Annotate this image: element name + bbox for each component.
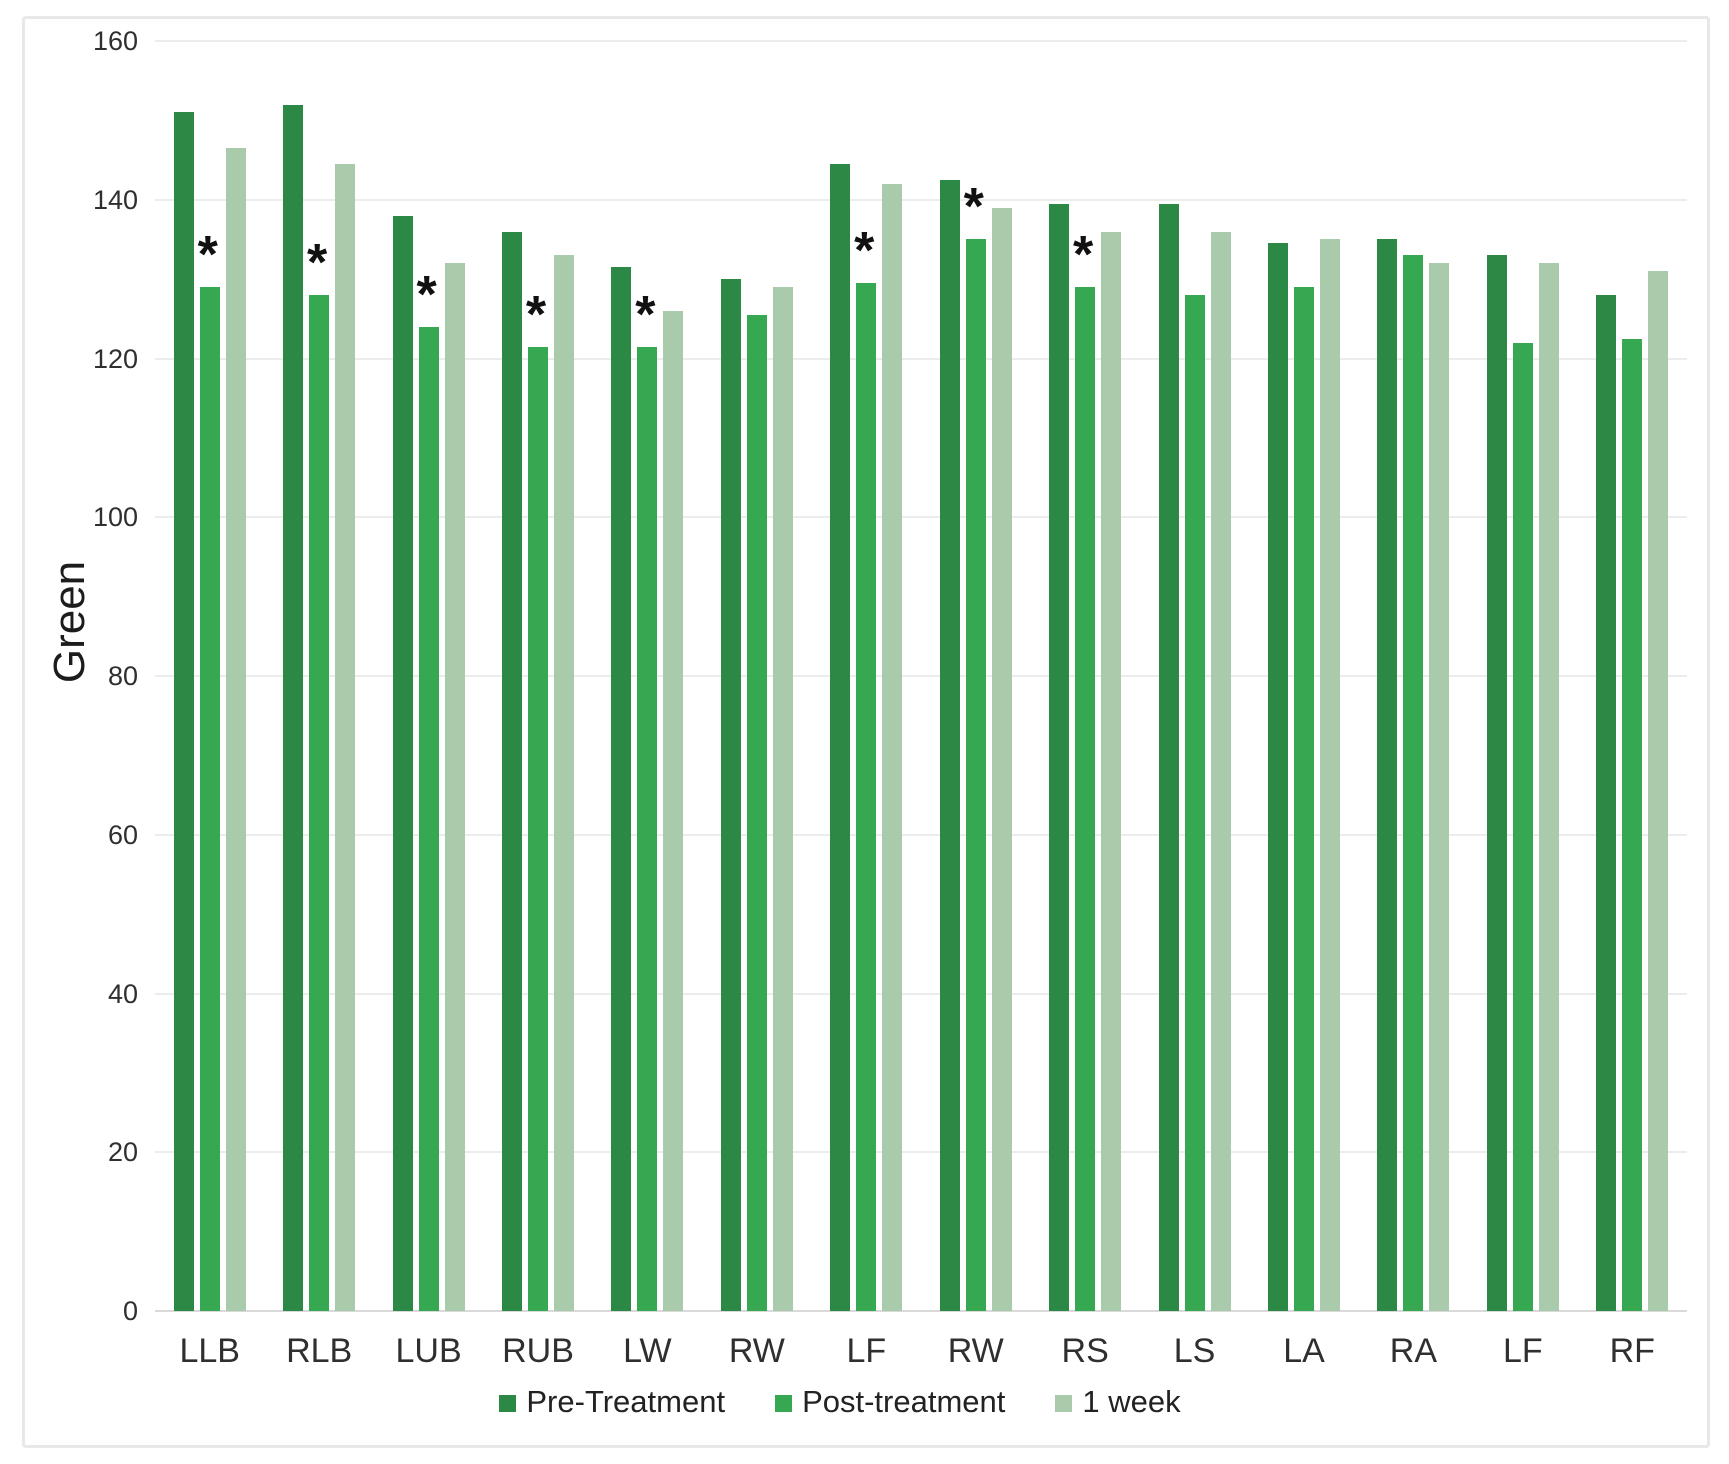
bar-rf-post-treatment xyxy=(1622,338,1643,1311)
bar-rub-pre-treatment xyxy=(502,231,522,1311)
y-axis-title: Green xyxy=(45,560,94,684)
significance-asterisk: * xyxy=(525,285,547,344)
gridline xyxy=(155,357,1687,360)
legend-label: 1 week xyxy=(1082,1384,1181,1419)
x-axis-label: LF xyxy=(846,1332,887,1370)
gridline xyxy=(155,40,1687,42)
gridline xyxy=(155,992,1687,995)
bar-rw-1-week xyxy=(772,287,793,1311)
bar-lf-pre-treatment xyxy=(1486,255,1507,1311)
plot-area: * * * * * * * * xyxy=(155,40,1687,1312)
legend-label: Post-treatment xyxy=(802,1384,1006,1419)
x-axis-label: RUB xyxy=(502,1332,574,1370)
bar-rs-post-treatment xyxy=(1075,287,1096,1311)
x-axis-line xyxy=(155,1310,1687,1312)
chart-frame xyxy=(22,16,1710,1448)
bar-rw-1-week xyxy=(991,207,1012,1311)
x-axis-label: RA xyxy=(1389,1332,1438,1370)
y-tick-label: 100 xyxy=(92,502,138,533)
bar-rw-post-treatment xyxy=(746,314,767,1311)
bar-ls-1-week xyxy=(1210,231,1231,1311)
x-axis-label: RW xyxy=(728,1332,785,1370)
bar-lf-post-treatment xyxy=(856,283,877,1311)
significance-asterisk: * xyxy=(307,234,328,292)
bar-lub-post-treatment xyxy=(418,326,439,1311)
y-tick-label: 160 xyxy=(92,26,138,56)
y-tick-label: 140 xyxy=(92,184,138,215)
bar-lw-post-treatment xyxy=(637,346,658,1311)
y-tick-label: 80 xyxy=(107,661,138,691)
bar-rw-post-treatment xyxy=(965,239,986,1311)
gridline xyxy=(155,675,1687,677)
legend-item-pre-treatment: Pre-Treatment xyxy=(499,1384,725,1420)
bar-llb-pre-treatment xyxy=(173,112,194,1311)
legend-item-1-week: 1 week xyxy=(1055,1384,1181,1420)
y-tick-label: 40 xyxy=(107,978,138,1009)
bar-ls-post-treatment xyxy=(1184,295,1205,1311)
bar-ra-pre-treatment xyxy=(1377,239,1398,1311)
significance-asterisk: * xyxy=(197,226,218,285)
bar-lw-pre-treatment xyxy=(611,267,632,1311)
bar-rub-post-treatment xyxy=(528,346,548,1311)
x-axis-label: LLB xyxy=(179,1332,240,1370)
y-tick-label: 120 xyxy=(92,343,138,374)
bar-rlb-1-week xyxy=(335,164,356,1311)
bar-la-1-week xyxy=(1320,239,1340,1311)
y-tick-label: 0 xyxy=(122,1296,138,1326)
bar-lub-pre-treatment xyxy=(392,215,413,1311)
bar-llb-1-week xyxy=(225,148,246,1311)
gridline xyxy=(155,198,1687,201)
x-axis-label: LF xyxy=(1503,1332,1543,1370)
bar-lub-1-week xyxy=(444,263,465,1311)
x-axis-label: LUB xyxy=(395,1332,462,1370)
x-axis-label: RF xyxy=(1609,1332,1655,1370)
significance-asterisk: * xyxy=(854,222,875,281)
bar-rf-1-week xyxy=(1648,271,1669,1311)
significance-asterisk: * xyxy=(416,265,437,324)
gridline xyxy=(155,833,1687,836)
significance-asterisk: * xyxy=(963,178,984,237)
x-axis-label: RLB xyxy=(286,1332,353,1370)
y-tick-label: 60 xyxy=(107,819,138,850)
legend: Pre-Treatment Post-treatment 1 week xyxy=(0,1384,1680,1420)
bar-rs-1-week xyxy=(1101,231,1122,1311)
bar-lf-1-week xyxy=(1538,263,1559,1311)
bar-rlb-pre-treatment xyxy=(283,104,304,1311)
bar-la-pre-treatment xyxy=(1268,243,1288,1311)
bar-lw-1-week xyxy=(663,310,684,1311)
x-axis-label: RW xyxy=(947,1332,1004,1370)
legend-item-post-treatment: Post-treatment xyxy=(775,1384,1005,1420)
bar-llb-post-treatment xyxy=(199,287,220,1311)
bar-lf-pre-treatment xyxy=(830,164,851,1311)
bar-ra-post-treatment xyxy=(1403,255,1424,1311)
gridline xyxy=(155,516,1687,519)
significance-asterisk: * xyxy=(1073,226,1094,285)
bar-rw-pre-treatment xyxy=(720,279,741,1311)
x-axis-label: LW xyxy=(623,1332,672,1370)
x-axis-label: LA xyxy=(1283,1332,1325,1370)
bar-rlb-post-treatment xyxy=(309,295,330,1311)
bar-rs-pre-treatment xyxy=(1049,203,1070,1311)
bar-lf-1-week xyxy=(882,183,903,1311)
legend-label: Pre-Treatment xyxy=(526,1384,726,1419)
bar-la-post-treatment xyxy=(1294,287,1314,1311)
y-tick-label: 20 xyxy=(107,1137,138,1168)
bar-rub-1-week xyxy=(554,255,574,1311)
bar-rf-pre-treatment xyxy=(1596,295,1617,1311)
legend-swatch-1-week xyxy=(1055,1394,1073,1412)
legend-swatch-post-treatment xyxy=(775,1394,793,1412)
x-axis-label: LS xyxy=(1173,1332,1216,1370)
significance-asterisk: * xyxy=(635,285,656,344)
legend-swatch-pre-treatment xyxy=(499,1394,517,1412)
bar-rw-pre-treatment xyxy=(939,179,960,1311)
bar-ls-pre-treatment xyxy=(1158,203,1179,1311)
x-axis-label: RS xyxy=(1061,1332,1109,1370)
bar-ra-1-week xyxy=(1429,263,1450,1311)
bar-lf-post-treatment xyxy=(1512,342,1533,1311)
gridline xyxy=(155,1151,1687,1154)
